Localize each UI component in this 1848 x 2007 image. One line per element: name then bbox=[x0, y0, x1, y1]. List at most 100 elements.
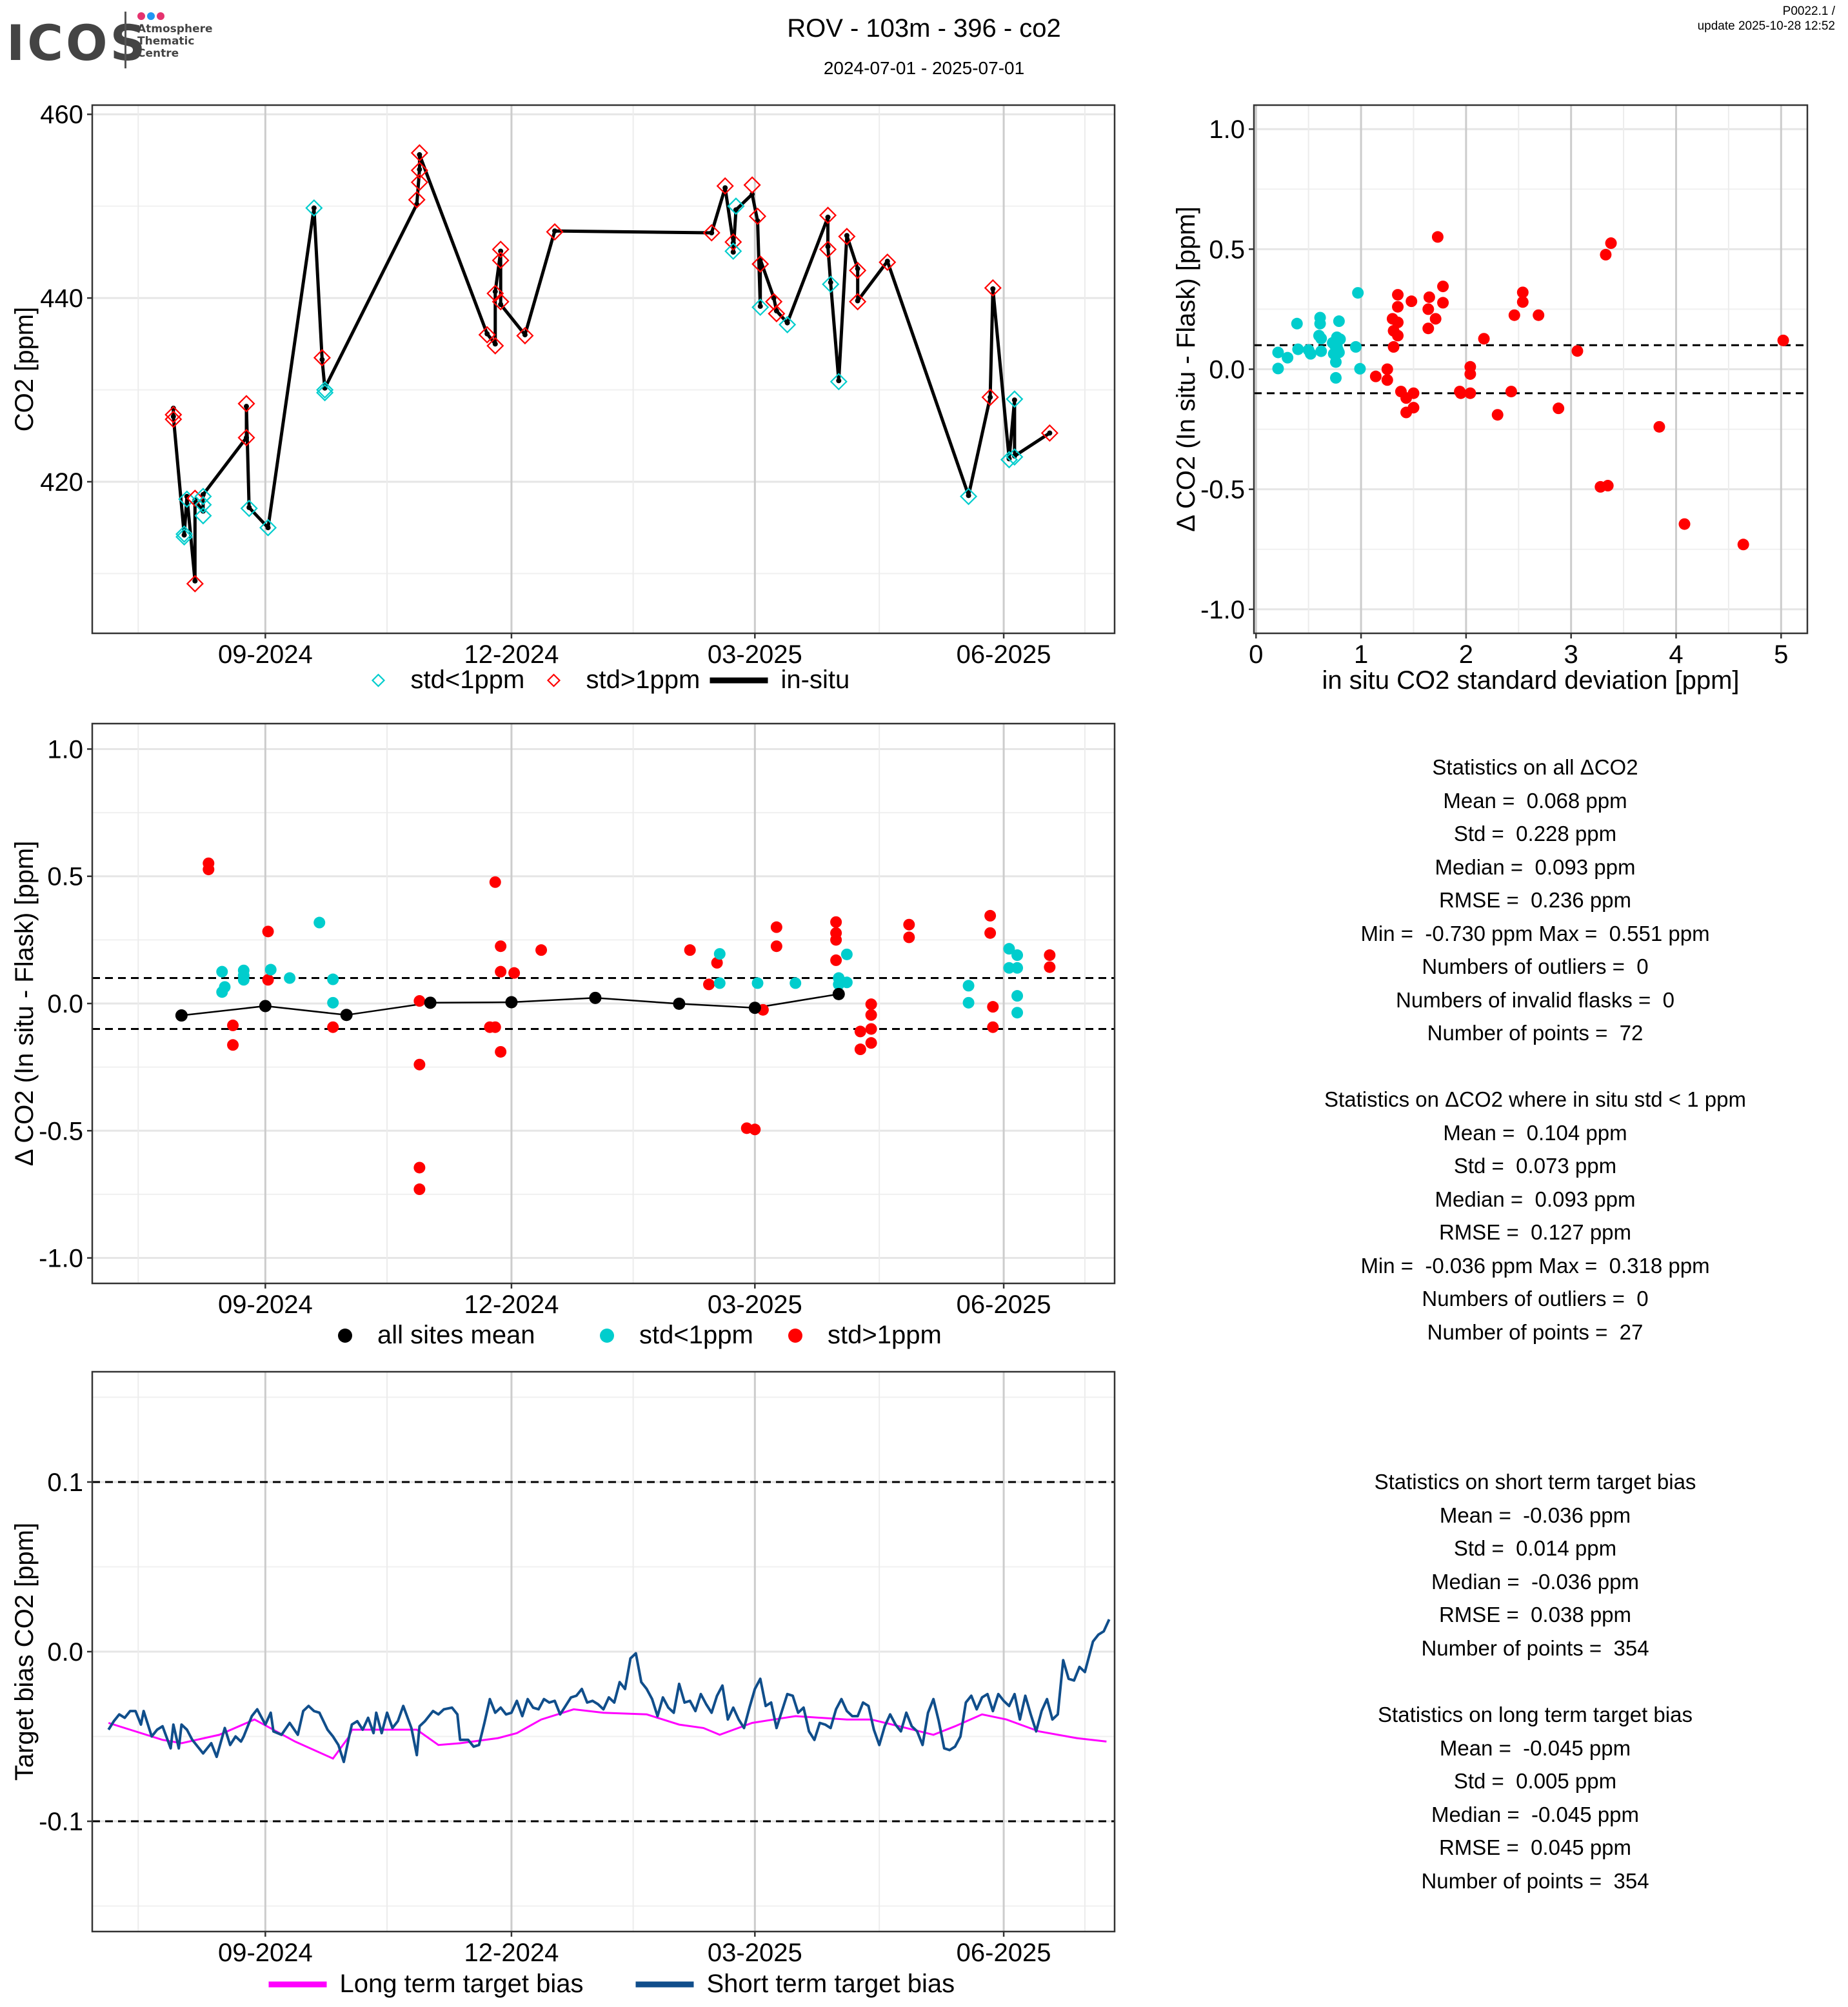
x-axis-title: in situ CO2 standard deviation [ppm] bbox=[1322, 666, 1739, 695]
flask-marker bbox=[316, 384, 334, 402]
delta-point bbox=[327, 1021, 339, 1033]
logo-dot bbox=[147, 12, 155, 20]
scatter-point bbox=[1491, 409, 1504, 421]
stats-lt1-delta: Statistics on ΔCO2 where in situ std < 1… bbox=[1213, 1083, 1848, 1349]
flask-marker bbox=[408, 191, 426, 209]
mean-point bbox=[340, 1009, 353, 1022]
legend-label: all sites mean bbox=[377, 1321, 535, 1349]
delta-point bbox=[284, 972, 296, 984]
legend-item: Long term target bias bbox=[268, 1970, 584, 1998]
insitu-point bbox=[828, 279, 833, 285]
delta-point bbox=[495, 965, 507, 978]
flask-marker bbox=[410, 173, 428, 192]
insitu-point bbox=[750, 192, 755, 197]
stats-line: Numbers of outliers = 0 bbox=[1422, 954, 1649, 978]
delta-point bbox=[770, 940, 782, 953]
delta-point bbox=[713, 948, 726, 960]
x-tick-label: 12-2024 bbox=[464, 1939, 559, 1967]
y-axis-title: CO2 [ppm] bbox=[10, 307, 39, 431]
insitu-point bbox=[990, 286, 996, 292]
stats-all-delta: Statistics on all ΔCO2 Mean = 0.068 ppm … bbox=[1213, 751, 1848, 1050]
insitu-point bbox=[966, 493, 971, 499]
delta-point bbox=[237, 974, 250, 986]
delta-point bbox=[227, 1039, 239, 1051]
scatter-point bbox=[1333, 346, 1345, 359]
y-tick-label: 1.0 bbox=[47, 735, 83, 764]
flask-marker bbox=[492, 252, 510, 270]
insitu-point bbox=[181, 532, 187, 538]
delta-point bbox=[854, 1043, 866, 1056]
insitu-point bbox=[757, 303, 763, 309]
stats-line: Mean = -0.045 ppm bbox=[1439, 1735, 1631, 1760]
legend-item: std>1ppm bbox=[788, 1321, 942, 1349]
co2-timeseries-chart: 420 440 460 09-2024 12-2024 03-2025 06-2025 CO2… bbox=[10, 101, 1116, 694]
flask-marker bbox=[727, 197, 745, 215]
flask-marker bbox=[849, 293, 867, 311]
flask-marker bbox=[194, 496, 212, 514]
logo-subtitle-line: Atmosphere bbox=[137, 23, 213, 35]
x-tick-label: 09-2024 bbox=[218, 1290, 313, 1319]
y-tick-label: 0.0 bbox=[47, 1638, 83, 1666]
x-tick-label: 4 bbox=[1669, 640, 1683, 669]
delta-point bbox=[313, 916, 326, 929]
y-tick-label: 1.0 bbox=[1209, 115, 1245, 144]
insitu-point bbox=[773, 308, 779, 314]
legend-dot-icon bbox=[600, 1329, 614, 1343]
insitu-point bbox=[825, 244, 831, 250]
insitu-point bbox=[244, 404, 250, 410]
y-tick-label: 440 bbox=[40, 284, 83, 313]
scatter-point bbox=[1349, 341, 1362, 353]
scatter-point bbox=[1329, 371, 1342, 384]
scatter-point bbox=[1533, 309, 1545, 321]
legend-item: Short term target bias bbox=[635, 1970, 955, 1998]
flask-marker bbox=[175, 528, 194, 546]
insitu-point bbox=[170, 413, 176, 419]
flask-marker bbox=[410, 144, 428, 162]
legend-label: std<1ppm bbox=[639, 1321, 753, 1349]
flask-marker bbox=[164, 406, 183, 424]
stats-line: Median = -0.045 ppm bbox=[1431, 1802, 1639, 1826]
scatter-point bbox=[1553, 402, 1565, 415]
scatter-point bbox=[1602, 480, 1614, 492]
scatter-point bbox=[1777, 334, 1789, 346]
flask-marker bbox=[830, 373, 848, 391]
scatter-point bbox=[1600, 248, 1612, 261]
delta-point bbox=[1003, 943, 1015, 955]
flask-marker bbox=[178, 490, 196, 508]
scatter-point bbox=[1653, 420, 1665, 433]
delta-point bbox=[495, 940, 507, 953]
flask-marker bbox=[546, 223, 564, 241]
y-tick-label: 0.5 bbox=[47, 863, 83, 891]
delta-point bbox=[262, 974, 274, 986]
scatter-point bbox=[1392, 316, 1404, 328]
x-tick-label: 09-2024 bbox=[218, 640, 313, 669]
delta-point bbox=[327, 973, 339, 985]
y-tick-label: 0.1 bbox=[47, 1468, 83, 1497]
flask-marker bbox=[237, 429, 255, 447]
insitu-point bbox=[855, 266, 860, 272]
y-tick-label: -1.0 bbox=[1200, 596, 1245, 624]
insitu-point bbox=[492, 289, 498, 295]
insitu-point bbox=[825, 214, 831, 220]
scatter-point bbox=[1508, 309, 1520, 321]
delta-point bbox=[535, 944, 548, 956]
flask-marker bbox=[316, 381, 334, 399]
mean-point bbox=[175, 1009, 188, 1022]
delta-point bbox=[1003, 962, 1015, 974]
scatter-point bbox=[1571, 345, 1584, 357]
flask-marker bbox=[1006, 390, 1024, 408]
scatter-point bbox=[1429, 313, 1442, 325]
insitu-point bbox=[722, 185, 728, 191]
stats-line: Std = 0.005 ppm bbox=[1453, 1769, 1617, 1793]
x-tick-label: 1 bbox=[1354, 640, 1368, 669]
delta-point bbox=[830, 934, 842, 946]
delta-point bbox=[713, 977, 726, 989]
stats-line: RMSE = 0.236 ppm bbox=[1438, 888, 1632, 912]
insitu-point bbox=[192, 578, 198, 584]
flask-marker bbox=[768, 304, 786, 322]
insitu-point bbox=[771, 295, 777, 301]
scatter-point bbox=[1315, 332, 1327, 344]
y-tick-label: -1.0 bbox=[39, 1245, 83, 1273]
delta-point bbox=[413, 995, 426, 1007]
